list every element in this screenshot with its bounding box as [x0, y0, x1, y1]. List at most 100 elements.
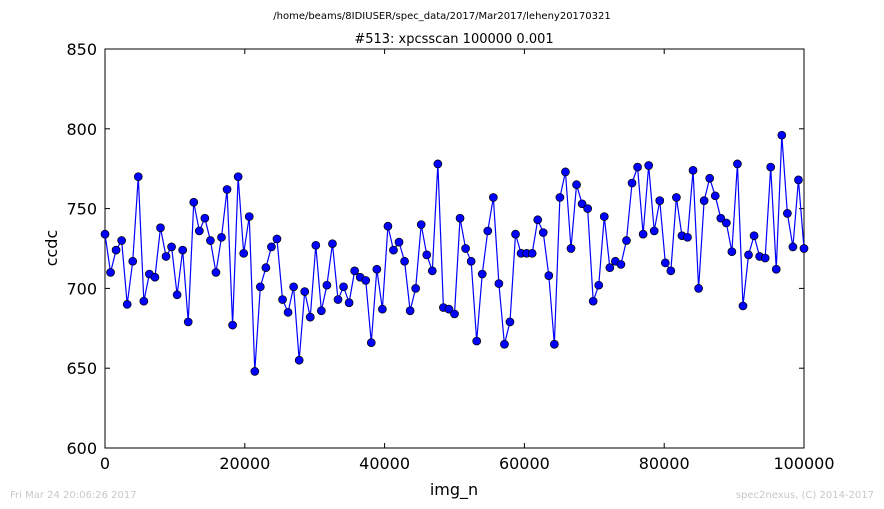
data-point	[139, 296, 149, 306]
data-point	[472, 336, 482, 346]
data-point	[794, 175, 803, 185]
chart-title: #513: xpcsscan 100000 0.001	[354, 32, 553, 47]
data-point	[372, 264, 382, 274]
data-point	[261, 263, 271, 272]
data-point	[178, 245, 188, 255]
data-point	[183, 317, 193, 327]
series-line	[105, 135, 804, 372]
data-point	[572, 180, 581, 190]
data-point	[200, 213, 210, 223]
data-point	[766, 162, 776, 172]
data-point	[366, 338, 376, 348]
data-point	[477, 269, 487, 279]
data-point	[172, 290, 182, 300]
data-point	[361, 276, 371, 285]
series-layer	[100, 130, 809, 376]
data-point	[649, 226, 659, 236]
data-point	[106, 268, 115, 277]
data-point	[405, 306, 415, 316]
data-point	[350, 266, 359, 276]
data-point	[699, 196, 709, 205]
data-point	[738, 301, 748, 311]
data-point	[133, 172, 143, 182]
data-point	[128, 256, 138, 266]
data-point	[161, 252, 171, 261]
figure-suptitle: /home/beams/8IDIUSER/spec_data/2017/Mar2…	[273, 11, 610, 22]
data-point	[561, 167, 570, 177]
y-tick-label: 650	[66, 359, 97, 378]
data-point	[328, 239, 337, 249]
data-point	[705, 173, 715, 183]
data-point	[433, 159, 443, 169]
data-point	[544, 271, 554, 280]
x-tick-label: 60000	[499, 454, 550, 473]
data-point	[250, 367, 260, 376]
data-point	[378, 304, 387, 314]
x-tick-label: 100000	[773, 454, 834, 473]
data-point	[244, 212, 254, 221]
footer-timestamp: Fri Mar 24 20:06:26 2017	[10, 490, 137, 501]
data-point	[416, 220, 426, 229]
data-point	[233, 172, 243, 182]
data-point	[694, 284, 703, 293]
data-point	[150, 272, 160, 282]
y-tick-label: 850	[66, 40, 97, 59]
data-point	[583, 204, 593, 213]
data-point	[727, 247, 737, 257]
data-point	[666, 266, 676, 276]
data-point	[217, 232, 226, 242]
data-point	[344, 298, 354, 308]
x-tick-label: 80000	[639, 454, 690, 473]
y-tick-label: 600	[66, 439, 97, 458]
data-point	[688, 165, 698, 175]
data-point	[411, 284, 421, 293]
data-point	[317, 306, 326, 316]
data-point	[683, 232, 692, 242]
data-point	[672, 193, 681, 202]
data-point	[505, 317, 515, 327]
data-point	[294, 355, 304, 365]
data-point	[461, 244, 470, 253]
data-point	[594, 280, 604, 290]
data-point	[777, 130, 787, 140]
data-point	[500, 339, 509, 349]
data-point	[122, 300, 132, 309]
data-point	[799, 244, 809, 253]
data-point	[422, 250, 432, 260]
data-point	[655, 196, 665, 205]
data-point	[228, 320, 237, 330]
data-point	[538, 228, 548, 237]
data-point	[222, 185, 232, 194]
data-point	[733, 159, 742, 169]
data-point	[771, 264, 781, 274]
data-point	[616, 260, 626, 269]
data-point	[566, 244, 576, 253]
data-point	[455, 213, 465, 223]
data-point	[300, 287, 310, 296]
data-point	[389, 245, 398, 255]
data-point	[444, 304, 454, 314]
data-point	[633, 162, 642, 172]
data-point	[189, 197, 199, 207]
data-point	[466, 256, 476, 266]
data-point	[749, 231, 759, 241]
data-point	[289, 282, 298, 292]
data-point	[644, 161, 654, 170]
x-tick-label: 40000	[359, 454, 410, 473]
data-point	[167, 242, 176, 252]
data-point	[255, 282, 265, 292]
data-point	[511, 229, 520, 239]
data-point	[427, 266, 437, 276]
data-point	[117, 236, 126, 245]
y-tick-label: 700	[66, 279, 97, 298]
data-point	[194, 226, 204, 236]
data-point	[278, 295, 287, 304]
y-axis-label: ccdc	[42, 230, 61, 267]
y-axis: 600 650 700 750 800 850	[66, 40, 804, 458]
x-axis: 0 20000 40000 60000 80000 100000	[100, 49, 835, 473]
data-point	[494, 279, 504, 288]
x-tick-label: 0	[100, 454, 110, 473]
data-point	[339, 282, 348, 292]
data-point	[383, 221, 393, 231]
